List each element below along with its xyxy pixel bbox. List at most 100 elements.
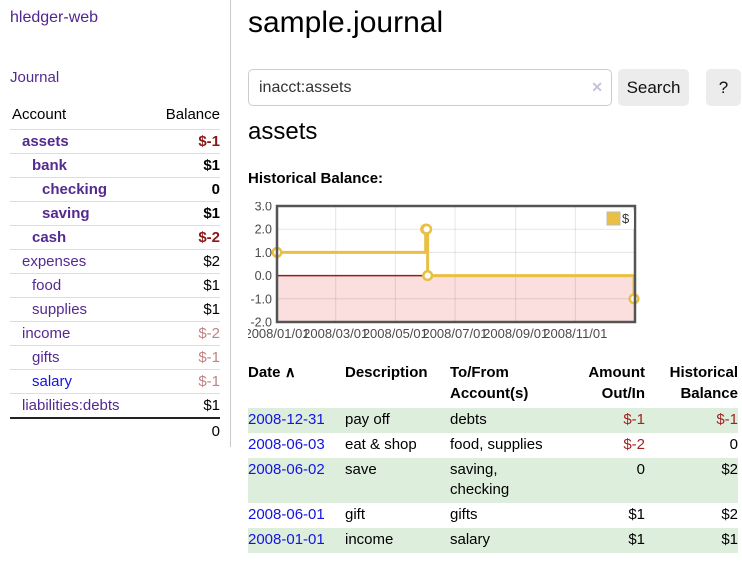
accounts-header-row: Account Balance xyxy=(10,102,220,130)
y-tick-label: 2.0 xyxy=(255,223,272,237)
transaction-row: 2008-01-01 income salary $1 $1 xyxy=(248,528,738,553)
transaction-description: eat & shop xyxy=(345,436,417,453)
transaction-amount: $1 xyxy=(628,531,645,548)
balance-column-header2: Historical Balance xyxy=(669,364,738,402)
account-balance: $-2 xyxy=(148,321,220,346)
main-content: sample.journal ✕ Search ? assets Histori… xyxy=(244,0,742,582)
x-tick-label: 2008/09/01 xyxy=(483,326,548,341)
transaction-description: pay off xyxy=(345,411,390,428)
x-tick-label: 2008/11/01 xyxy=(543,326,607,341)
transaction-balance: $-1 xyxy=(716,411,738,428)
account-row: expenses $2 xyxy=(10,249,220,274)
account-row: assets $-1 xyxy=(10,129,220,154)
y-tick-label: 3.0 xyxy=(255,202,272,214)
page-title: sample.journal xyxy=(248,6,444,39)
transaction-balance: 0 xyxy=(729,436,738,453)
search-button[interactable]: Search xyxy=(618,69,689,106)
transaction-description: income xyxy=(345,531,394,548)
accounts-column-header2: To/From Account(s) xyxy=(450,364,529,402)
x-tick-label: 2008/05/01 xyxy=(363,326,428,341)
clear-search-icon[interactable]: ✕ xyxy=(591,79,603,95)
account-link[interactable]: checking xyxy=(42,181,108,198)
account-link[interactable]: expenses xyxy=(22,253,87,270)
account-row: salary $-1 xyxy=(10,369,220,394)
account-row: checking 0 xyxy=(10,177,220,202)
amount-column-header: Amount Out/In xyxy=(588,364,645,402)
account-balance: $-1 xyxy=(148,129,220,154)
transaction-row: 2008-12-31 pay off debts $-1 $-1 xyxy=(248,408,738,433)
x-tick-label: 2008/07/01 xyxy=(422,326,487,341)
account-link[interactable]: cash xyxy=(32,229,67,246)
app-brand-link[interactable]: hledger-web xyxy=(10,9,99,26)
account-link[interactable]: food xyxy=(32,277,62,294)
sidebar-item-journal[interactable]: Journal xyxy=(10,69,60,86)
sort-ascending-icon: ∧ xyxy=(284,364,296,381)
register-header-row: Date ∧ Description To/From Account(s) Amo… xyxy=(248,362,738,408)
account-row: food $1 xyxy=(10,273,220,298)
search-box: ✕ xyxy=(248,69,612,106)
description-column-header: Description xyxy=(345,364,428,381)
account-balance: $1 xyxy=(148,153,220,178)
help-button[interactable]: ? xyxy=(706,69,741,106)
account-link[interactable]: gifts xyxy=(32,349,60,366)
account-link[interactable]: assets xyxy=(22,133,69,150)
chart-svg: $3.0 2.0 1.0 0.0 -1.0 -2.02008/01/012008/03/0… xyxy=(244,200,640,341)
account-link[interactable]: supplies xyxy=(32,301,88,318)
account-row: bank $1 xyxy=(10,153,220,178)
account-link[interactable]: saving xyxy=(42,205,90,222)
chart-title: Historical Balance: xyxy=(248,170,384,187)
transaction-row: 2008-06-01 gift gifts $1 $2 xyxy=(248,503,738,528)
sidebar: hledger-web Journal Account Balance asse… xyxy=(0,0,231,447)
search-form: ✕ Search ? xyxy=(248,69,741,106)
account-row: saving $1 xyxy=(10,201,220,226)
account-balance: $-1 xyxy=(148,345,220,370)
transaction-balance: $2 xyxy=(721,461,738,478)
chart-point xyxy=(422,270,434,282)
chart-point xyxy=(421,223,433,235)
account-link[interactable]: bank xyxy=(32,157,68,174)
account-balance: 0 xyxy=(148,177,220,202)
accounts-total-balance: 0 xyxy=(148,417,220,444)
account-balance: $1 xyxy=(148,297,220,322)
y-tick-label: -1.0 xyxy=(250,292,272,306)
account-row: cash $-2 xyxy=(10,225,220,250)
transaction-accounts: saving, checking xyxy=(450,461,510,498)
transaction-row: 2008-06-02 save saving, checking 0 $2 xyxy=(248,458,738,503)
accounts-column-header: Account xyxy=(12,106,67,123)
account-row: gifts $-1 xyxy=(10,345,220,370)
transaction-date-link[interactable]: 2008-12-31 xyxy=(248,411,325,428)
account-balance: $-2 xyxy=(148,225,220,250)
account-row: income $-2 xyxy=(10,321,220,346)
transaction-amount: $-2 xyxy=(623,436,645,453)
legend-label: $ xyxy=(622,211,630,226)
transaction-accounts: debts xyxy=(450,411,487,428)
y-tick-label: -2.0 xyxy=(250,316,272,330)
transaction-description: gift xyxy=(345,506,366,523)
transaction-balance: $1 xyxy=(721,531,738,548)
transaction-date-link[interactable]: 2008-06-01 xyxy=(248,506,325,523)
account-link[interactable]: liabilities:debts xyxy=(22,397,120,414)
balance-column-header: Balance xyxy=(165,106,220,123)
legend-swatch-icon xyxy=(606,211,621,226)
transaction-date-link[interactable]: 2008-06-03 xyxy=(248,436,325,453)
account-heading: assets xyxy=(248,118,318,145)
transaction-description: save xyxy=(345,461,377,478)
account-link[interactable]: salary xyxy=(32,373,73,390)
account-link[interactable]: income xyxy=(22,325,71,342)
account-row: liabilities:debts $1 xyxy=(10,393,220,418)
y-tick-label: 0.0 xyxy=(255,269,272,283)
accounts-table: Account Balance assets $-1 bank $1 checking 0… xyxy=(10,102,220,444)
account-row: supplies $1 xyxy=(10,297,220,322)
transaction-amount: $-1 xyxy=(623,411,645,428)
transaction-amount: 0 xyxy=(636,461,645,478)
date-column-header[interactable]: Date ∧ xyxy=(248,364,296,381)
x-tick-label: 2008/01/01 xyxy=(248,326,310,341)
accounts-total-row: 0 xyxy=(10,417,220,444)
transaction-accounts: food, supplies xyxy=(450,436,543,453)
account-balance: $2 xyxy=(148,249,220,274)
search-input[interactable] xyxy=(248,69,612,106)
transaction-balance: $2 xyxy=(721,506,738,523)
transaction-date-link[interactable]: 2008-06-02 xyxy=(248,461,325,478)
transaction-date-link[interactable]: 2008-01-01 xyxy=(248,531,325,548)
account-balance: $1 xyxy=(148,393,220,418)
